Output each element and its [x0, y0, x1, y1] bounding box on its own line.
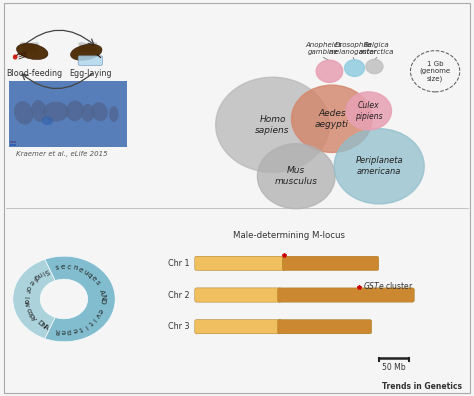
Text: e: e — [96, 308, 103, 314]
FancyBboxPatch shape — [78, 56, 102, 65]
Text: t: t — [87, 320, 93, 326]
Circle shape — [346, 92, 392, 130]
Text: A: A — [98, 289, 105, 295]
Text: l: l — [31, 276, 37, 282]
Text: e: e — [61, 328, 65, 334]
Text: u: u — [82, 268, 89, 276]
Text: p: p — [66, 327, 72, 334]
Circle shape — [334, 129, 424, 204]
Circle shape — [216, 77, 329, 172]
Ellipse shape — [71, 44, 102, 60]
Text: Chr 2: Chr 2 — [168, 291, 190, 299]
Text: e: e — [28, 278, 36, 285]
Circle shape — [345, 60, 365, 76]
Text: e: e — [72, 326, 78, 333]
Text: g: g — [33, 273, 40, 280]
Text: y: y — [30, 315, 37, 322]
Text: R: R — [55, 327, 60, 334]
Circle shape — [316, 60, 343, 82]
Text: i: i — [82, 323, 88, 329]
Ellipse shape — [13, 54, 18, 59]
Text: e: e — [77, 266, 83, 274]
Text: l: l — [23, 296, 29, 299]
Text: Egg-laying: Egg-laying — [69, 69, 111, 78]
Text: A: A — [42, 324, 50, 331]
Bar — [10, 144, 16, 146]
Text: s: s — [55, 264, 60, 271]
Text: p: p — [28, 312, 36, 320]
Text: Trends in Genetics: Trends in Genetics — [382, 382, 462, 391]
Text: S: S — [43, 267, 49, 274]
Text: r: r — [24, 289, 30, 293]
Text: Belgica
antarctica: Belgica antarctica — [359, 42, 394, 55]
FancyBboxPatch shape — [283, 256, 379, 270]
Ellipse shape — [20, 42, 39, 53]
Ellipse shape — [66, 101, 84, 121]
Text: q: q — [86, 271, 93, 279]
Text: Male-determining M-locus: Male-determining M-locus — [233, 230, 345, 240]
Circle shape — [366, 59, 383, 74]
Ellipse shape — [78, 42, 97, 53]
Text: 1 Gb
(genome
size): 1 Gb (genome size) — [419, 61, 451, 82]
Ellipse shape — [43, 102, 69, 122]
FancyBboxPatch shape — [195, 256, 286, 270]
Ellipse shape — [81, 104, 94, 122]
Bar — [9, 81, 127, 147]
Text: Chr 3: Chr 3 — [168, 322, 190, 331]
Text: Culex
pipiens: Culex pipiens — [355, 101, 383, 121]
Text: Chr 1: Chr 1 — [168, 259, 190, 268]
Text: o: o — [23, 298, 29, 303]
FancyBboxPatch shape — [278, 320, 372, 334]
Text: N: N — [99, 293, 106, 299]
Text: w: w — [23, 301, 29, 307]
FancyBboxPatch shape — [195, 320, 282, 334]
Text: e: e — [90, 275, 98, 282]
Ellipse shape — [20, 42, 39, 53]
Text: n: n — [72, 265, 78, 272]
FancyBboxPatch shape — [195, 288, 282, 302]
Text: v: v — [93, 312, 101, 318]
Text: 50 Mb: 50 Mb — [383, 363, 406, 372]
Text: i: i — [40, 269, 45, 275]
Text: Anopheles
gambiae: Anopheles gambiae — [305, 42, 342, 55]
Wedge shape — [45, 256, 115, 342]
Text: Aedes
aegypti: Aedes aegypti — [315, 109, 349, 129]
Circle shape — [257, 144, 335, 209]
FancyBboxPatch shape — [278, 288, 414, 302]
Text: i: i — [91, 316, 97, 322]
Ellipse shape — [109, 106, 118, 122]
Text: D: D — [36, 320, 44, 328]
Ellipse shape — [31, 100, 46, 122]
Ellipse shape — [14, 101, 33, 125]
Text: N: N — [38, 322, 46, 329]
Text: D: D — [99, 298, 106, 305]
Text: n: n — [36, 270, 43, 278]
Text: Drosophila
melanogaster: Drosophila melanogaster — [329, 42, 377, 55]
Text: e: e — [61, 264, 65, 270]
Ellipse shape — [91, 102, 108, 121]
Text: c: c — [66, 264, 71, 270]
Ellipse shape — [17, 44, 48, 59]
Text: s: s — [93, 280, 100, 286]
Circle shape — [292, 85, 372, 152]
Ellipse shape — [78, 42, 97, 53]
Text: Kraemer et al., eLife 2015: Kraemer et al., eLife 2015 — [16, 150, 108, 156]
Text: Blood-feeding: Blood-feeding — [6, 69, 62, 78]
Ellipse shape — [42, 116, 53, 125]
Text: t: t — [78, 325, 82, 331]
Wedge shape — [13, 259, 55, 339]
Text: Mus
musculus: Mus musculus — [275, 166, 318, 186]
Text: Homo
sapiens: Homo sapiens — [255, 115, 290, 135]
Text: Periplaneta
americana: Periplaneta americana — [356, 156, 403, 176]
Bar — [10, 141, 16, 143]
Text: $\it{GSTe}$ cluster: $\it{GSTe}$ cluster — [363, 280, 413, 291]
Text: c: c — [25, 307, 32, 313]
Text: o: o — [25, 285, 32, 291]
Text: o: o — [26, 310, 33, 317]
